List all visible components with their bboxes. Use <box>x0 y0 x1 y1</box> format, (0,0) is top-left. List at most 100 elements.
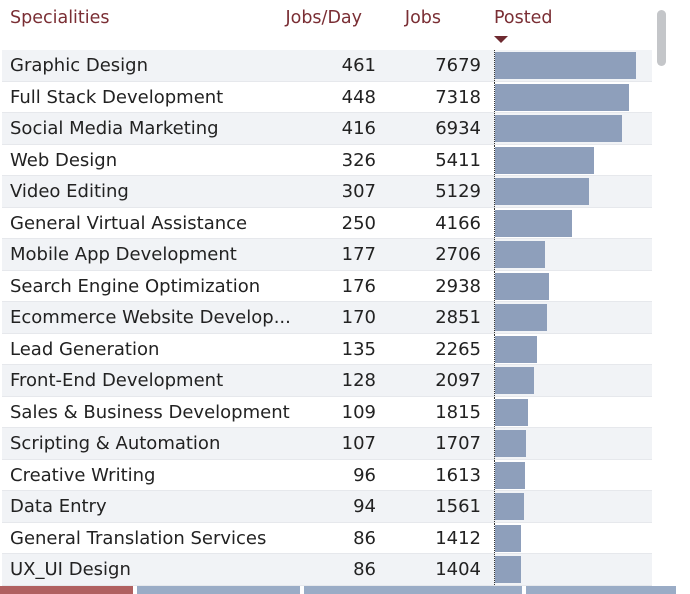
jobs-posted-bar <box>495 556 521 583</box>
jobs-per-day-value: 94 <box>353 496 376 517</box>
table-row[interactable]: General Translation Services 86 1412 <box>2 522 652 554</box>
jobs-per-day-value: 135 <box>341 338 376 360</box>
jobs-value: 7679 <box>435 55 481 76</box>
jobs-value: 2938 <box>435 275 481 297</box>
bar-axis <box>494 396 495 427</box>
jobs-value: 5129 <box>435 181 481 202</box>
bar-axis <box>494 144 495 175</box>
tab-segment[interactable] <box>136 586 300 594</box>
jobs-value: 5411 <box>435 149 481 171</box>
table-row[interactable]: General Virtual Assistance 250 4166 <box>2 207 652 239</box>
jobs-per-day-value: 177 <box>341 244 376 265</box>
jobs-posted-bar <box>495 241 545 268</box>
table-row[interactable]: Ecommerce Website Develop... 170 2851 <box>2 302 652 334</box>
bar-axis <box>494 113 495 144</box>
table-row[interactable]: Full Stack Development 448 7318 <box>2 81 652 113</box>
sort-descending-icon[interactable] <box>494 36 508 43</box>
bar-axis <box>494 428 495 459</box>
bar-axis <box>494 81 495 112</box>
jobs-posted-bar <box>495 115 623 142</box>
jobs-posted-bar <box>495 461 525 489</box>
bar-axis <box>494 554 495 585</box>
speciality-name: Web Design <box>10 149 118 171</box>
jobs-posted-bar <box>495 209 572 237</box>
table-row[interactable]: Social Media Marketing 416 6934 <box>2 113 652 145</box>
speciality-name: Full Stack Development <box>10 86 224 108</box>
speciality-name: Data Entry <box>10 496 107 517</box>
jobs-per-day-value: 109 <box>341 401 376 423</box>
bar-axis <box>494 50 495 81</box>
bar-axis <box>494 302 495 333</box>
jobs-per-day-value: 96 <box>353 464 376 486</box>
table-row[interactable]: Sales & Business Development 109 1815 <box>2 396 652 428</box>
jobs-per-day-value: 326 <box>341 149 376 171</box>
jobs-per-day-value: 86 <box>353 527 376 549</box>
header-specialities[interactable]: Specialities <box>10 8 110 28</box>
speciality-name: Scripting & Automation <box>10 433 221 454</box>
table-row[interactable]: Search Engine Optimization 176 2938 <box>2 270 652 302</box>
bar-axis <box>494 239 495 270</box>
jobs-value: 7318 <box>435 86 481 108</box>
jobs-posted-bar <box>495 367 534 394</box>
table-row[interactable]: Scripting & Automation 107 1707 <box>2 428 652 460</box>
jobs-value: 2706 <box>435 244 481 265</box>
jobs-value: 1815 <box>435 401 481 423</box>
table-row[interactable]: Front-End Development 128 2097 <box>2 365 652 397</box>
jobs-value: 2097 <box>435 370 481 391</box>
jobs-value: 6934 <box>435 118 481 139</box>
jobs-value: 1707 <box>435 433 481 454</box>
table-row[interactable]: Video Editing 307 5129 <box>2 176 652 208</box>
jobs-value: 1561 <box>435 496 481 517</box>
speciality-name: General Virtual Assistance <box>10 212 248 234</box>
jobs-posted-bar <box>495 304 548 331</box>
speciality-name: General Translation Services <box>10 527 267 549</box>
tab-segment[interactable] <box>526 586 676 594</box>
header-posted[interactable]: Posted <box>494 8 553 28</box>
speciality-name: Mobile App Development <box>10 244 237 265</box>
bar-axis <box>494 491 495 522</box>
table-row[interactable]: Mobile App Development 177 2706 <box>2 239 652 271</box>
table-body: Graphic Design 461 7679 Full Stack Developm… <box>2 50 652 586</box>
speciality-name: Lead Generation <box>10 338 160 360</box>
speciality-name: Search Engine Optimization <box>10 275 261 297</box>
table-row[interactable]: Data Entry 94 1561 <box>2 491 652 523</box>
speciality-name: Graphic Design <box>10 55 148 76</box>
bar-axis <box>494 365 495 396</box>
jobs-value: 1613 <box>435 464 481 486</box>
jobs-value: 2851 <box>435 307 481 328</box>
table-row[interactable]: Lead Generation 135 2265 <box>2 333 652 365</box>
vertical-scrollbar[interactable] <box>657 10 666 66</box>
bar-axis <box>494 207 495 238</box>
jobs-posted-bar <box>495 430 527 457</box>
jobs-per-day-value: 170 <box>341 307 376 328</box>
jobs-per-day-value: 250 <box>341 212 376 234</box>
table-row[interactable]: UX_UI Design 86 1404 <box>2 554 652 586</box>
table-row[interactable]: Web Design 326 5411 <box>2 144 652 176</box>
bar-axis <box>494 522 495 553</box>
bar-axis <box>494 459 495 490</box>
jobs-per-day-value: 107 <box>341 433 376 454</box>
right-margin <box>676 0 690 594</box>
table-row[interactable]: Creative Writing 96 1613 <box>2 459 652 491</box>
speciality-name: Front-End Development <box>10 370 224 391</box>
header-jobs-per-day[interactable]: Jobs/Day <box>285 8 362 28</box>
speciality-name: Ecommerce Website Develop... <box>10 307 291 328</box>
jobs-value: 2265 <box>435 338 481 360</box>
jobs-value: 1404 <box>435 559 481 580</box>
jobs-per-day-value: 461 <box>341 55 376 76</box>
jobs-posted-bar <box>495 272 549 300</box>
speciality-name: UX_UI Design <box>10 559 131 580</box>
jobs-per-day-value: 416 <box>341 118 376 139</box>
tab-segment[interactable] <box>303 586 523 594</box>
jobs-per-day-value: 448 <box>341 86 376 108</box>
jobs-posted-bar <box>495 146 595 174</box>
jobs-posted-bar <box>495 335 537 363</box>
bottom-tab-strip <box>0 586 676 594</box>
jobs-per-day-value: 176 <box>341 275 376 297</box>
tab-segment-active[interactable] <box>0 586 133 594</box>
bar-axis <box>494 333 495 364</box>
table-row[interactable]: Graphic Design 461 7679 <box>2 50 652 82</box>
header-jobs[interactable]: Jobs <box>404 8 441 28</box>
jobs-posted-bar <box>495 83 630 111</box>
